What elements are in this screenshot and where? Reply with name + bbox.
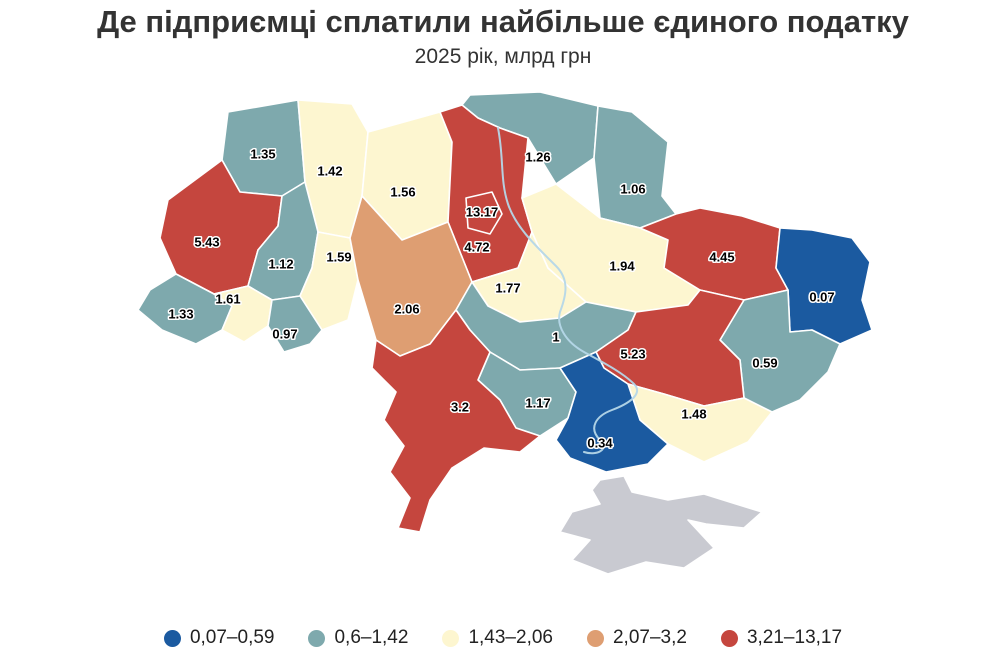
legend-swatch: [586, 629, 604, 647]
legend-label: 3,21–13,17: [746, 627, 843, 648]
legend-item: 1,43–2,06: [442, 627, 553, 649]
region-crimea: [559, 475, 763, 575]
labels-layer: 1.35 1.42 1.56 1.26 1.06 4.72 13.17 5.43 1.12 1.5…: [167, 145, 836, 452]
region-value-label: 1.48: [681, 406, 706, 421]
region-kyiv-city: [465, 191, 503, 235]
region-value-label: 1: [552, 329, 559, 344]
region-value-label: 1.77: [495, 280, 520, 295]
regions-layer: [137, 91, 873, 575]
legend-swatch: [163, 629, 181, 647]
legend: 0,07–0,59 0,6–1,42 1,43–2,06 2,07–3,2 3,21–1…: [0, 627, 1006, 649]
region-value-label: 1.61: [215, 291, 240, 306]
region-sumy: [593, 105, 677, 229]
legend-item: 2,07–3,2: [586, 627, 687, 649]
region-kherson: [555, 351, 669, 473]
region-value-label: 2.06: [394, 301, 419, 316]
region-value-label: 1.59: [326, 249, 351, 264]
region-value-label: 1.94: [609, 258, 635, 273]
legend-label: 0,07–0,59: [189, 627, 275, 648]
legend-swatch: [720, 629, 738, 647]
page-title: Де підприємці сплатили найбільше єдиного…: [97, 4, 909, 39]
legend-label: 1,43–2,06: [468, 627, 553, 648]
legend-label: 2,07–3,2: [612, 627, 687, 648]
region-value-label: 4.72: [464, 239, 489, 254]
region-value-label: 1.35: [250, 146, 275, 161]
region-value-label: 1.56: [390, 184, 415, 199]
legend-item: 3,21–13,17: [720, 627, 843, 649]
region-value-label: 0.34: [587, 435, 613, 450]
region-odesa: [371, 309, 541, 533]
region-value-label: 1.26: [525, 149, 550, 164]
legend-swatch: [442, 629, 460, 647]
region-value-label: 1.06: [620, 181, 645, 196]
legend-label: 0,6–1,42: [334, 627, 409, 648]
region-value-label: 1.33: [168, 306, 193, 321]
region-value-label: 5.23: [620, 346, 645, 361]
region-luhansk: [775, 227, 873, 345]
region-chernivtsi: [267, 295, 323, 353]
dnieper-river-line: [497, 127, 639, 455]
region-value-label: 1.42: [317, 163, 342, 178]
region-value-label: 5.43: [194, 234, 219, 249]
legend-item: 0,07–0,59: [163, 627, 275, 649]
region-value-label: 0.07: [809, 289, 834, 304]
region-value-label: 0.97: [272, 326, 297, 341]
region-value-label: 1.17: [525, 395, 550, 410]
legend-item: 0,6–1,42: [308, 627, 408, 649]
chart-header: Де підприємці сплатили найбільше єдиного…: [0, 4, 1006, 69]
page-subtitle: 2025 рік, млрд грн: [414, 44, 592, 68]
region-ivano-frankivsk: [213, 285, 273, 343]
region-value-label: 3.2: [451, 399, 469, 414]
region-value-label: 0.59: [752, 355, 777, 370]
legend-swatch: [308, 629, 326, 647]
region-value-label: 13.17: [466, 204, 499, 219]
region-value-label: 4.45: [709, 249, 734, 264]
region-value-label: 1.12: [268, 256, 293, 271]
